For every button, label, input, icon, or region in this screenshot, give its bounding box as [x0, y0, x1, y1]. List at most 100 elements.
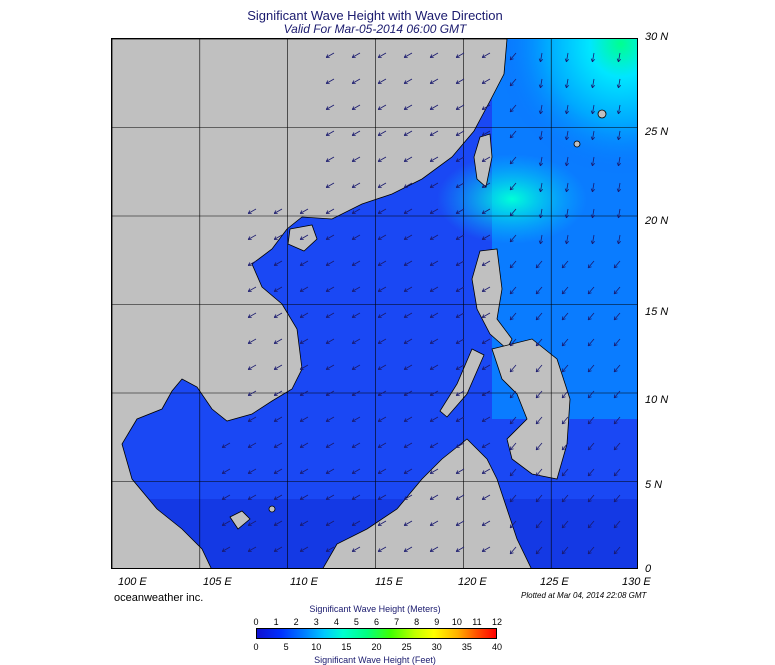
wave-arrow-head — [562, 266, 566, 269]
wave-arrow-head — [536, 396, 540, 399]
wave-arrow-head — [325, 548, 329, 552]
wave-arrow — [326, 312, 335, 318]
wave-arrow — [378, 494, 387, 500]
wave-arrow — [509, 390, 517, 399]
wave-arrow — [326, 260, 335, 266]
wave-arrow — [430, 312, 439, 318]
wave-arrow — [540, 234, 543, 244]
wave-arrow-head — [377, 470, 381, 474]
wave-arrow — [535, 312, 543, 321]
wave-arrow — [430, 286, 439, 292]
wave-arrow — [509, 416, 517, 425]
wave-arrow — [482, 520, 491, 526]
scale-tick-feet: 0 — [253, 642, 259, 652]
wave-arrow — [404, 78, 413, 84]
wave-arrow-head — [614, 448, 618, 451]
wave-arrow — [456, 104, 465, 110]
wave-arrow-head — [535, 420, 538, 424]
wave-arrow — [300, 234, 309, 240]
wave-arrow-head — [592, 84, 596, 89]
wave-arrow — [456, 208, 465, 214]
wave-arrow — [561, 312, 569, 321]
wave-arrow-head — [455, 184, 459, 188]
wave-arrow — [300, 338, 309, 344]
wave-arrow — [326, 416, 335, 422]
wave-arrow — [404, 104, 413, 110]
wave-arrow-head — [247, 340, 251, 344]
wave-arrow-head — [273, 340, 277, 344]
wave-arrow-head — [588, 292, 592, 295]
lat-label-25n: 25 N — [645, 126, 669, 138]
wave-arrow-head — [299, 470, 303, 474]
wave-arrow-head — [325, 210, 329, 214]
scale-tick-feet: 35 — [461, 642, 472, 652]
wave-arrow-head — [538, 58, 541, 63]
island-a — [573, 140, 581, 148]
wave-arrow-head — [536, 318, 540, 321]
wave-arrow — [456, 520, 465, 526]
wave-direction-arrows — [221, 52, 622, 555]
wave-arrow — [404, 442, 413, 448]
wave-arrow-head — [587, 446, 590, 450]
lat-label-10n: 10 N — [645, 394, 669, 406]
wave-arrow — [378, 312, 387, 318]
wave-arrow-head — [616, 240, 619, 245]
wave-arrow — [378, 468, 387, 474]
wave-arrow-head — [536, 422, 540, 425]
island-d — [229, 510, 251, 530]
wave-arrow — [509, 130, 517, 139]
wave-arrow-head — [403, 522, 407, 526]
wave-arrow — [535, 286, 543, 295]
wave-arrow — [248, 234, 257, 240]
wave-arrow-head — [614, 292, 618, 295]
wave-arrow — [456, 182, 465, 188]
palawan-island — [439, 348, 485, 418]
wave-arrow-head — [562, 318, 566, 321]
scale-title-meters: Significant Wave Height (Meters) — [309, 604, 441, 614]
wave-arrow-head — [481, 262, 485, 266]
wave-arrow-head — [351, 366, 355, 370]
wave-arrow-head — [540, 84, 544, 89]
wave-arrow — [404, 286, 413, 292]
wave-arrow-head — [325, 236, 329, 240]
wave-arrow-head — [377, 366, 381, 370]
wave-arrow — [222, 494, 231, 500]
wave-arrow-head — [510, 370, 514, 373]
wave-arrow — [509, 52, 517, 61]
wave-arrow-head — [455, 548, 459, 552]
wave-arrow — [535, 390, 543, 399]
wave-arrow-head — [510, 526, 514, 529]
borneo-island — [322, 438, 532, 568]
wave-arrow — [618, 156, 621, 166]
wave-arrow-head — [481, 132, 485, 136]
wave-arrow — [509, 234, 517, 243]
wave-arrow-head — [509, 238, 512, 242]
wave-arrow-head — [540, 214, 544, 219]
wave-arrow-head — [536, 448, 540, 451]
wave-arrow-head — [221, 470, 225, 474]
wave-arrow — [274, 416, 283, 422]
wave-arrow — [248, 494, 257, 500]
wave-arrow — [326, 182, 335, 188]
wave-arrow — [352, 416, 361, 422]
wave-arrow-head — [455, 470, 459, 474]
wave-arrow-head — [455, 54, 459, 58]
wave-arrow-head — [403, 236, 407, 240]
wave-arrow-head — [510, 162, 514, 165]
scale-tick-meters: 1 — [273, 617, 279, 627]
wave-arrow — [587, 390, 595, 399]
wave-arrow-head — [247, 366, 251, 370]
wave-arrow-head — [221, 548, 225, 552]
wave-arrow — [248, 364, 257, 370]
wave-arrow — [482, 286, 491, 292]
wave-arrow-head — [351, 470, 355, 474]
wave-arrow-head — [429, 496, 433, 500]
wave-arrow-head — [403, 210, 407, 214]
wave-arrow-head — [377, 288, 381, 292]
wave-arrow-head — [377, 522, 381, 526]
taiwan-strait-waves — [437, 154, 587, 244]
wave-arrow-head — [535, 290, 538, 294]
wave-arrow-head — [509, 264, 512, 268]
wave-arrow — [561, 338, 569, 347]
wave-arrow — [482, 182, 491, 188]
